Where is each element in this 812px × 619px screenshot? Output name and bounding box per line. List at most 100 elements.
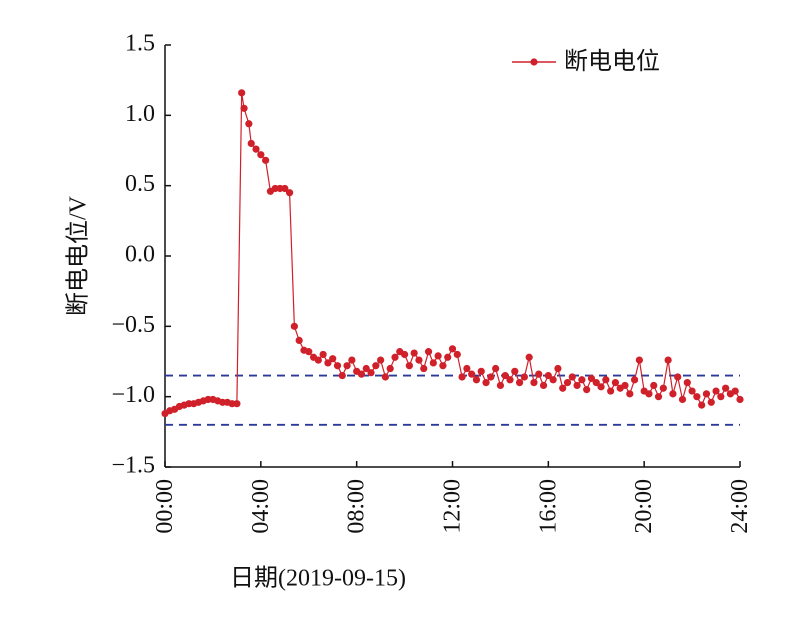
data-point: [645, 390, 653, 398]
data-point: [530, 379, 538, 387]
data-point: [434, 352, 442, 360]
data-point: [515, 379, 524, 387]
data-point: [444, 353, 452, 361]
x-axis-label: 日期(2019-09-15): [230, 566, 406, 592]
data-point: [669, 390, 677, 398]
data-point: [535, 370, 543, 378]
data-point: [592, 379, 600, 387]
data-point: [707, 398, 715, 406]
data-point: [539, 381, 548, 390]
data-point: [386, 364, 394, 373]
data-point: [472, 376, 481, 384]
data-point: [717, 393, 725, 401]
data-point: [482, 379, 490, 387]
y-tick-label: 1.0: [125, 101, 155, 127]
data-point: [654, 393, 663, 401]
data-point: [372, 362, 380, 370]
x-tick-label: 00:00: [152, 479, 178, 534]
data-point: [405, 362, 413, 370]
data-point: [238, 89, 246, 97]
data-point: [281, 184, 289, 193]
data-point: [468, 370, 476, 378]
data-point: [698, 401, 706, 409]
data-point: [343, 362, 351, 370]
data-point: [568, 373, 576, 381]
data-point: [511, 367, 519, 375]
data-point: [233, 400, 241, 408]
data-point: [693, 393, 701, 401]
data-point: [463, 364, 471, 373]
data-point: [559, 384, 567, 392]
data-point: [367, 369, 375, 377]
data-point: [458, 373, 466, 381]
data-point: [712, 387, 720, 395]
x-tick-label: 16:00: [535, 479, 561, 534]
data-point: [257, 151, 265, 159]
data-point: [554, 364, 562, 373]
x-tick-label: 24:00: [727, 479, 753, 534]
data-point: [563, 379, 572, 387]
data-point: [424, 348, 433, 356]
data-point: [607, 387, 615, 395]
data-point: [635, 356, 643, 364]
data-point: [587, 374, 596, 382]
data-point: [391, 353, 399, 361]
data-point: [295, 336, 303, 344]
data-point: [314, 356, 322, 364]
data-point: [597, 383, 605, 391]
data-point: [722, 384, 730, 392]
data-point: [525, 353, 533, 361]
data-point: [357, 370, 366, 378]
y-tick-label: 0.5: [125, 171, 155, 197]
data-point: [377, 356, 385, 364]
data-point: [602, 376, 610, 384]
data-point: [290, 322, 298, 330]
data-point: [348, 356, 356, 364]
x-tick-label: 12:00: [440, 479, 466, 534]
data-point: [544, 371, 552, 380]
data-point: [487, 373, 495, 381]
data-point: [247, 139, 255, 148]
data-point: [381, 373, 390, 381]
data-point: [506, 376, 514, 384]
data-point: [252, 145, 260, 153]
data-point: [549, 376, 557, 384]
data-point: [702, 390, 711, 398]
data-point: [573, 381, 581, 390]
data-point: [420, 364, 428, 373]
data-point: [674, 373, 682, 381]
data-point: [285, 189, 294, 197]
y-tick-label: 1.5: [125, 31, 155, 57]
data-point: [492, 364, 500, 373]
legend-label: 断电电位: [564, 47, 660, 75]
data-point: [731, 387, 739, 395]
data-point: [329, 355, 337, 363]
data-point: [683, 379, 691, 387]
data-point: [626, 390, 634, 398]
y-tick-label: 0.0: [125, 242, 155, 268]
data-point: [736, 395, 744, 404]
data-point: [324, 359, 332, 367]
data-point: [501, 371, 509, 380]
data-point: [448, 345, 457, 353]
data-point: [240, 104, 248, 112]
data-point: [678, 395, 687, 404]
data-point: [520, 373, 528, 381]
data-point: [477, 367, 485, 375]
data-point: [453, 350, 461, 359]
data-point: [496, 381, 505, 390]
data-point: [262, 156, 270, 164]
data-point: [611, 379, 620, 387]
y-tick-label: −1.0: [111, 382, 155, 408]
x-tick-label: 08:00: [344, 479, 370, 534]
data-point: [630, 376, 639, 384]
legend-marker: [530, 58, 538, 66]
data-point: [659, 384, 667, 392]
data-point: [583, 386, 591, 394]
data-point: [439, 362, 447, 370]
x-tick-label: 04:00: [248, 479, 274, 534]
data-point: [429, 359, 437, 367]
data-point: [305, 348, 313, 356]
x-tick-label: 20:00: [631, 479, 657, 534]
data-point: [415, 356, 423, 364]
